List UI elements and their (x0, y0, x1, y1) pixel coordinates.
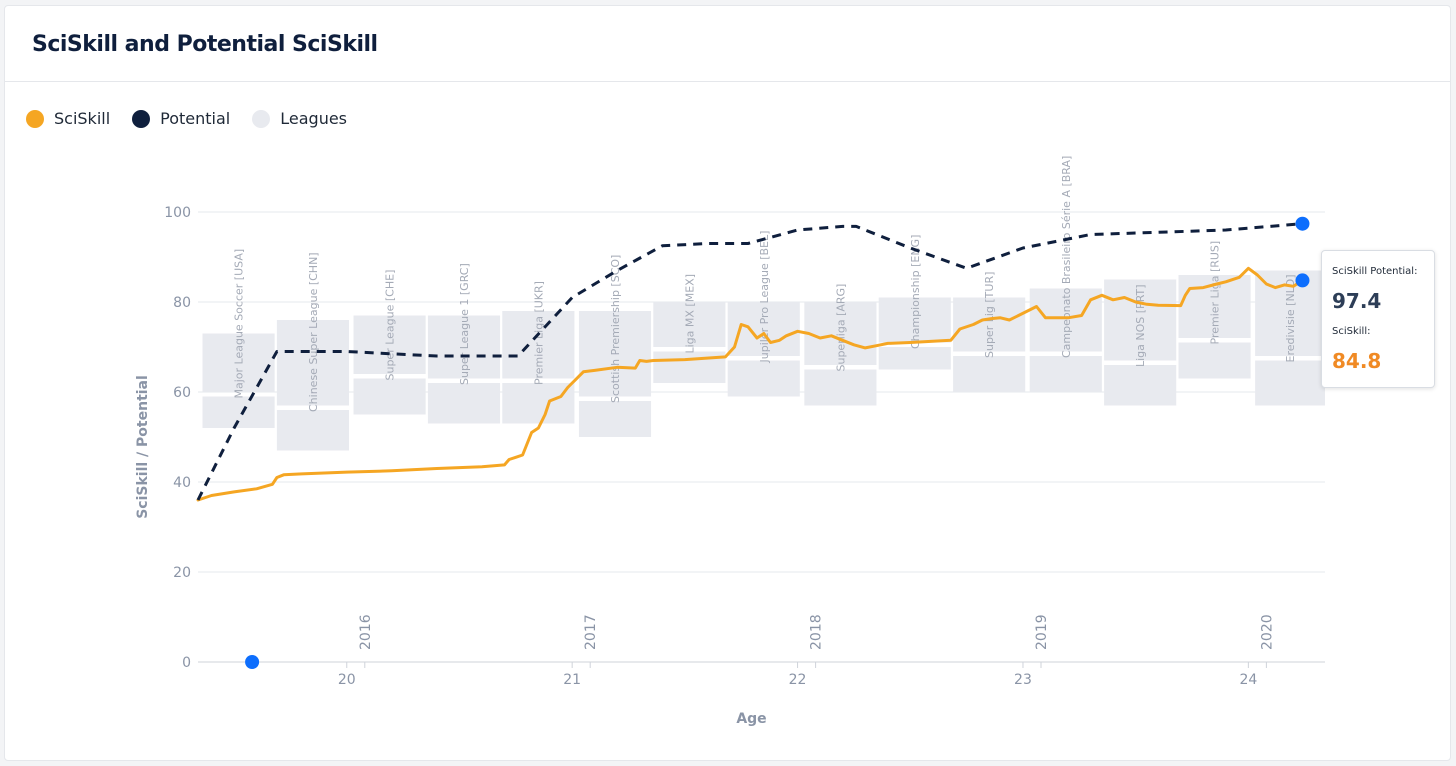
league-box-upper (878, 297, 951, 343)
league-box-lower (953, 356, 1026, 392)
league-label: Championship [ENG] (909, 235, 922, 349)
card-header: SciSkill and Potential SciSkill (5, 6, 1450, 82)
league-box-lower (1029, 356, 1102, 392)
year-label: 2018 (809, 614, 825, 650)
potential-legend-dot (132, 109, 151, 128)
league-label: Campeonato Brasileiro Série A [BRA] (1060, 156, 1073, 358)
league-label: Super League [CHE] (384, 270, 397, 381)
league-label: Jupiler Pro League [BEL] (758, 231, 771, 364)
year-label: 2016 (358, 614, 374, 650)
legend-label: Leagues (280, 109, 348, 128)
legend-label: Potential (160, 109, 231, 128)
page-title: SciSkill and Potential SciSkill (32, 32, 378, 57)
y-tick-label: 20 (173, 565, 191, 581)
legend-item-potential[interactable]: Potential (132, 109, 230, 128)
league-box-upper (353, 315, 426, 374)
league-label: Liga NOS [PRT] (1134, 284, 1147, 367)
league-box-lower (727, 360, 800, 397)
league-label: Super Lig [TUR] (983, 272, 996, 358)
league-label: Chinese Super League [CHN] (307, 252, 320, 412)
league-label: Superliga [ARG] (834, 284, 847, 372)
y-axis-title: SciSkill / Potential (135, 375, 151, 519)
y-tick-label: 60 (173, 385, 191, 401)
x-tick-label: 24 (1239, 672, 1257, 688)
year-label: 2017 (583, 614, 599, 650)
year-label: 2020 (1259, 614, 1275, 650)
league-label: Premier Liga [RUS] (1209, 241, 1222, 345)
league-box-lower (1104, 365, 1177, 406)
year-label: 2019 (1034, 614, 1050, 650)
league-box-lower (578, 401, 652, 437)
league-label: Super League 1 [GRC] (458, 263, 471, 385)
league-box-lower (427, 383, 501, 424)
marker-point (1295, 273, 1310, 288)
x-tick-label: 20 (338, 672, 356, 688)
league-box-upper (502, 311, 575, 379)
league-box-upper (578, 311, 652, 397)
league-box-upper (276, 320, 350, 406)
league-box-upper (953, 297, 1026, 352)
legend-item-leagues[interactable]: Leagues (252, 109, 347, 128)
league-box-lower (804, 369, 877, 406)
x-axis-title: Age (736, 711, 766, 727)
tooltip-potential-label: SciSkill Potential: (1332, 266, 1418, 277)
league-box-upper (427, 315, 501, 379)
league-box-lower (276, 410, 350, 451)
y-tick-label: 0 (182, 655, 191, 671)
x-tick-label: 21 (563, 672, 581, 688)
x-tick-label: 22 (789, 672, 807, 688)
marker-point (245, 655, 260, 669)
y-tick-label: 100 (164, 205, 191, 221)
league-box-upper (1104, 279, 1177, 361)
league-box-lower (202, 396, 275, 428)
sciskill-legend-dot (26, 109, 44, 128)
sciskill-line (196, 266, 1304, 502)
y-tick-label: 80 (173, 295, 191, 311)
league-box-lower (1255, 360, 1325, 406)
league-box-lower (502, 383, 575, 424)
tooltip-sciskill-label: SciSkill: (1332, 326, 1371, 337)
leagues-legend-dot (252, 109, 271, 128)
league-box-upper (202, 333, 275, 392)
league-box-lower (1178, 342, 1251, 379)
x-tick-label: 23 (1014, 672, 1032, 688)
league-box-lower (353, 378, 426, 415)
y-tick-label: 40 (173, 475, 191, 491)
league-label: Liga MX [MEX] (683, 274, 696, 354)
tooltip-sciskill-value: 84.8 (1332, 349, 1382, 373)
league-box-upper (804, 302, 877, 365)
legend-label: SciSkill (54, 109, 111, 128)
chart-tooltip: SciSkill Potential: 97.4 SciSkill: 84.8 (1321, 250, 1435, 388)
potential-line (196, 222, 1303, 501)
league-label: Major League Soccer [USA] (233, 249, 246, 399)
tooltip-potential-value: 97.4 (1332, 289, 1382, 313)
legend-item-sciskill[interactable]: SciSkill (26, 109, 110, 128)
marker-point (1295, 216, 1310, 231)
league-box-lower (878, 347, 951, 370)
league-label: Eredivisie [NLD] (1284, 274, 1297, 362)
league-label: Scottish Premiership [SCO] (609, 255, 622, 403)
league-box-upper (653, 302, 726, 347)
chart-legend: SciSkill Potential Leagues (26, 109, 369, 128)
